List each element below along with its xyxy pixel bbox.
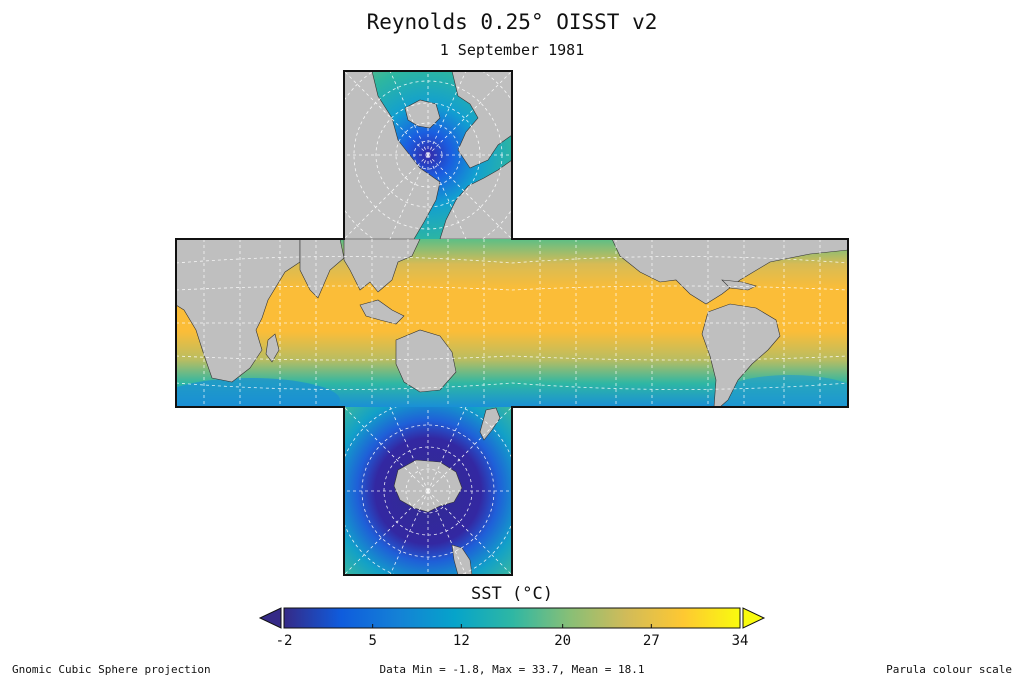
colorbar-tick-label: 20 (554, 633, 572, 649)
data-stats: Data Min = -1.8, Max = 33.7, Mean = 18.1 (379, 663, 645, 676)
south-grid (344, 407, 512, 575)
colorbar-ticks (283, 624, 741, 628)
colorbar-tick-label: 27 (642, 633, 660, 649)
land-indonesia (359, 299, 405, 325)
colorbar-body (283, 607, 741, 629)
land-south-america (701, 303, 781, 407)
colorbar-extend-high (742, 607, 766, 629)
land-new-zealand (479, 407, 501, 441)
colorbar-tick-label: 34 (731, 633, 749, 649)
projection-note: Gnomic Cubic Sphere projection (12, 663, 211, 676)
land-antarctica (393, 459, 463, 513)
colorbar (258, 607, 766, 629)
land-india (299, 239, 345, 299)
map-title: Reynolds 0.25° OISST v2 (366, 10, 658, 34)
land-madagascar (265, 333, 280, 363)
north-grid (344, 71, 512, 239)
band-grid (176, 239, 848, 407)
land-north-america-south (611, 239, 848, 305)
land-greenland (404, 99, 441, 129)
colorbar-tick-label: 12 (452, 633, 470, 649)
map-subtitle: 1 September 1981 (439, 41, 585, 59)
land-asia-east (439, 159, 512, 239)
colorbar-tick-label: 5 (368, 633, 377, 649)
north-polar-face (344, 71, 512, 239)
colorbar-label: SST (°C) (471, 584, 553, 604)
south-polar-face (344, 407, 512, 575)
land-se-asia (343, 239, 421, 293)
map-frame (175, 70, 849, 576)
colorbar-tick-label: -2 (275, 633, 293, 649)
land-australia (395, 329, 457, 393)
land-eurasia (451, 71, 512, 169)
equatorial-band (176, 239, 848, 407)
colorbar-extend-low (258, 607, 282, 629)
colour-scale-note: Parula colour scale (886, 663, 1012, 676)
